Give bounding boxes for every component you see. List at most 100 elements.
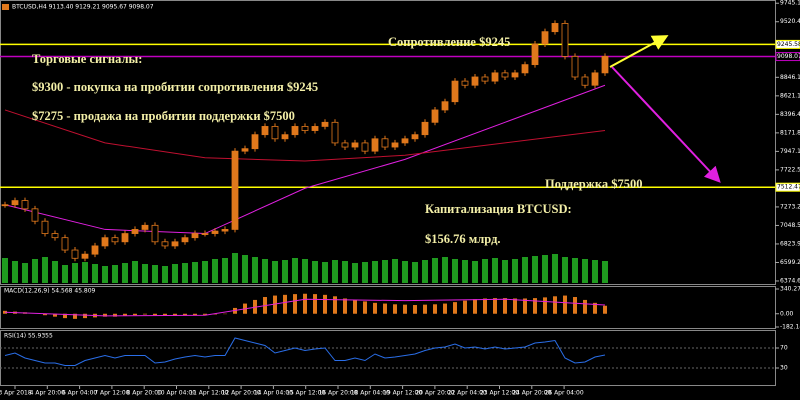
volume-bar	[152, 265, 158, 283]
y-tick-label: 0.00	[780, 310, 794, 317]
x-tick-label: 14 Apr 04:00	[254, 390, 293, 397]
x-tick-label: 18 Apr 04:00	[351, 390, 390, 397]
up-arrow	[609, 35, 669, 68]
macd-bar	[463, 300, 467, 314]
level-tag	[775, 39, 800, 49]
macd-bar	[563, 295, 567, 314]
macd-bar	[493, 298, 497, 314]
candle	[91, 245, 99, 255]
macd-bar	[423, 304, 427, 314]
macd-bar	[373, 302, 377, 314]
volume-bar	[402, 261, 408, 283]
x-tick-label: 6 Apr 04:00	[62, 390, 97, 397]
macd-bar	[363, 301, 367, 314]
macd-bar	[403, 304, 407, 314]
moving-average	[4, 84, 606, 235]
candle	[421, 121, 429, 136]
candle	[491, 72, 499, 82]
candle	[441, 101, 449, 111]
annotation: $7275 - продажа на пробитии поддержки $7…	[32, 109, 295, 123]
y-tick-label: 8621.10	[780, 92, 800, 99]
macd-bar	[123, 313, 127, 316]
x-tick-label: 4 Apr 20:00	[30, 390, 65, 397]
volume-bar	[302, 259, 308, 283]
volume-bar	[392, 259, 398, 283]
macd-bar	[343, 298, 347, 314]
volume-bar	[582, 259, 588, 283]
y-tick-label: 7048.55	[780, 222, 800, 229]
candle	[471, 76, 479, 86]
macd-bar	[133, 313, 137, 316]
macd-bar	[83, 313, 87, 319]
macd-bar	[213, 313, 217, 315]
volume-bar	[432, 258, 438, 283]
macd-bar	[313, 294, 317, 314]
volume-bar	[132, 261, 138, 283]
volume-bar	[232, 253, 238, 283]
volume-bar	[372, 261, 378, 283]
volume-bar	[42, 257, 48, 283]
volume-bar	[192, 262, 198, 283]
macd-bar	[153, 313, 157, 316]
macd-bar	[393, 304, 397, 314]
volume-bar	[112, 265, 118, 283]
volume-bar	[52, 261, 58, 283]
x-tick-label: 20 Apr 20:00	[415, 390, 454, 397]
volume-bar	[222, 258, 228, 283]
candle	[171, 241, 179, 247]
candle	[321, 121, 329, 127]
x-tick-label: 7 Apr 12:00	[94, 390, 129, 397]
candle	[511, 72, 519, 78]
volume-bar	[32, 259, 38, 283]
macd-bar	[453, 302, 457, 314]
level-tag	[775, 52, 800, 62]
volume-bar	[562, 257, 568, 283]
volume-bar	[172, 264, 178, 283]
annotation: Капитализация BTCUSD:	[425, 202, 572, 216]
candle	[231, 150, 239, 230]
x-tick-label: 26 Apr 04:00	[545, 390, 584, 397]
volume-bar	[282, 260, 288, 283]
volume-bar	[292, 258, 298, 283]
volume-bar	[242, 255, 248, 283]
x-tick-label: 22 Apr 04:00	[448, 390, 487, 397]
macd-bar	[573, 297, 577, 314]
candle	[351, 142, 359, 148]
macd-bar	[103, 313, 107, 317]
x-tick-label: 15 Apr 12:00	[286, 390, 325, 397]
volume-bar	[472, 261, 478, 283]
candle	[161, 241, 169, 247]
macd-bar	[203, 313, 207, 315]
candle	[11, 200, 19, 206]
volume-bar	[272, 261, 278, 283]
volume-bar	[422, 260, 428, 283]
x-tick-label: 11 Apr 12:00	[189, 390, 228, 397]
y-tick-label: 8171.80	[780, 129, 800, 136]
volume-bar	[202, 261, 208, 283]
candle	[271, 126, 279, 140]
macd-bar	[173, 313, 177, 316]
y-tick-label: 6599.25	[780, 259, 800, 266]
signal-line	[4, 298, 606, 317]
macd-bar	[283, 294, 287, 314]
volume-bar	[512, 259, 518, 283]
volume-bar	[162, 266, 168, 283]
macd-bar	[543, 297, 547, 314]
candle	[291, 126, 299, 136]
y-tick-label: 7722.50	[780, 166, 800, 173]
candle	[21, 200, 29, 210]
macd-bar	[503, 298, 507, 314]
volume-bar	[502, 260, 508, 283]
volume-bar	[342, 261, 348, 283]
y-tick-label: 9520.45	[780, 18, 800, 25]
candle	[401, 138, 409, 144]
volume-bar	[312, 261, 318, 283]
rsi-line	[4, 337, 606, 366]
candle	[241, 148, 249, 152]
macd-bar	[523, 298, 527, 314]
y-tick-label: 7273.20	[780, 203, 800, 210]
candle	[581, 76, 589, 86]
macd-bar	[473, 299, 477, 314]
macd-bar	[533, 298, 537, 314]
